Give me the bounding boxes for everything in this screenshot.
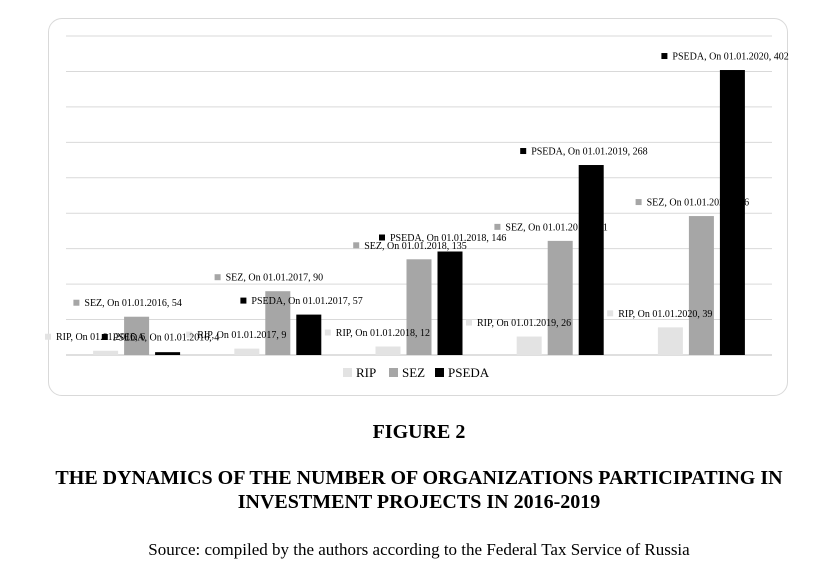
legend-label-rip: RIP <box>356 365 376 380</box>
legend-swatch-rip <box>343 368 352 377</box>
legend-swatch-pseda <box>435 368 444 377</box>
data-label-sez-3: SEZ, On 01.01.2019, 161 <box>505 222 608 233</box>
bar-sez-3 <box>547 240 573 355</box>
data-label-marker <box>324 329 331 336</box>
data-label-marker <box>635 199 642 206</box>
bar-sez-1 <box>265 291 291 355</box>
bar-pseda-3 <box>578 165 604 355</box>
bar-pseda-2 <box>437 251 463 355</box>
data-label-sez-2: SEZ, On 01.01.2018, 135 <box>364 241 467 252</box>
data-label-marker <box>466 319 472 326</box>
data-label-marker <box>240 297 247 304</box>
data-label-marker <box>353 242 360 249</box>
data-label-marker <box>45 333 51 340</box>
data-label-marker <box>607 310 614 317</box>
bar-rip-0 <box>93 350 119 355</box>
data-label-marker <box>520 148 527 155</box>
bar-pseda-4 <box>719 70 745 355</box>
bar-rip-2 <box>375 346 401 355</box>
data-label-sez-1: SEZ, On 01.01.2017, 90 <box>226 273 324 284</box>
data-label-rip-2: RIP, On 01.01.2018, 12 <box>336 328 430 339</box>
data-label-pseda-3: PSEDA, On 01.01.2019, 268 <box>531 147 647 158</box>
data-label-marker <box>214 274 221 281</box>
bar-rip-4 <box>657 327 683 355</box>
data-label-marker <box>379 234 385 241</box>
data-label-rip-1: RIP, On 01.01.2017, 9 <box>197 330 286 341</box>
data-label-marker <box>494 223 501 230</box>
data-label-rip-3: RIP, On 01.01.2019, 26 <box>477 318 571 329</box>
data-label-rip-0: RIP, On 01.01.2016, 6 <box>56 332 145 343</box>
data-label-marker <box>101 334 108 340</box>
bar-sez-4 <box>688 216 714 355</box>
legend-label-pseda: PSEDA <box>448 365 490 380</box>
data-label-marker <box>661 53 668 60</box>
data-label-marker <box>186 331 193 338</box>
data-label-sez-4: SEZ, On 01.01.2020, 196 <box>647 198 750 209</box>
legend-label-sez: SEZ <box>402 365 425 380</box>
figure-title: THE DYNAMICS OF THE NUMBER OF ORGANIZATI… <box>55 467 783 513</box>
figure-label: FIGURE 2 <box>372 421 466 443</box>
data-label-pseda-4: PSEDA, On 01.01.2020, 402 <box>672 52 788 63</box>
data-label-rip-4: RIP, On 01.01.2020, 39 <box>618 309 712 320</box>
data-label-marker <box>73 299 80 306</box>
bar-sez-0 <box>124 316 150 355</box>
bar-pseda-0 <box>155 352 181 355</box>
bar-chart: RIP, On 01.01.2016, 6 RIP, On 01.01.2017,… <box>45 35 789 380</box>
data-label-sez-0: SEZ, On 01.01.2016, 54 <box>84 298 181 309</box>
legend-swatch-sez <box>389 368 398 377</box>
data-label-pseda-1: PSEDA, On 01.01.2017, 57 <box>251 296 362 307</box>
figure-source: Source: compiled by the authors accordin… <box>148 540 690 559</box>
data-label-pseda-2: PSEDA, On 01.01.2018, 146 <box>390 233 506 244</box>
data-label-pseda-0: PSEDA, On 01.01.2016, 4 <box>113 333 219 344</box>
bar-rip-1 <box>234 348 260 355</box>
bar-rip-3 <box>516 336 542 355</box>
bar-pseda-1 <box>296 314 322 355</box>
bar-sez-2 <box>406 259 432 355</box>
